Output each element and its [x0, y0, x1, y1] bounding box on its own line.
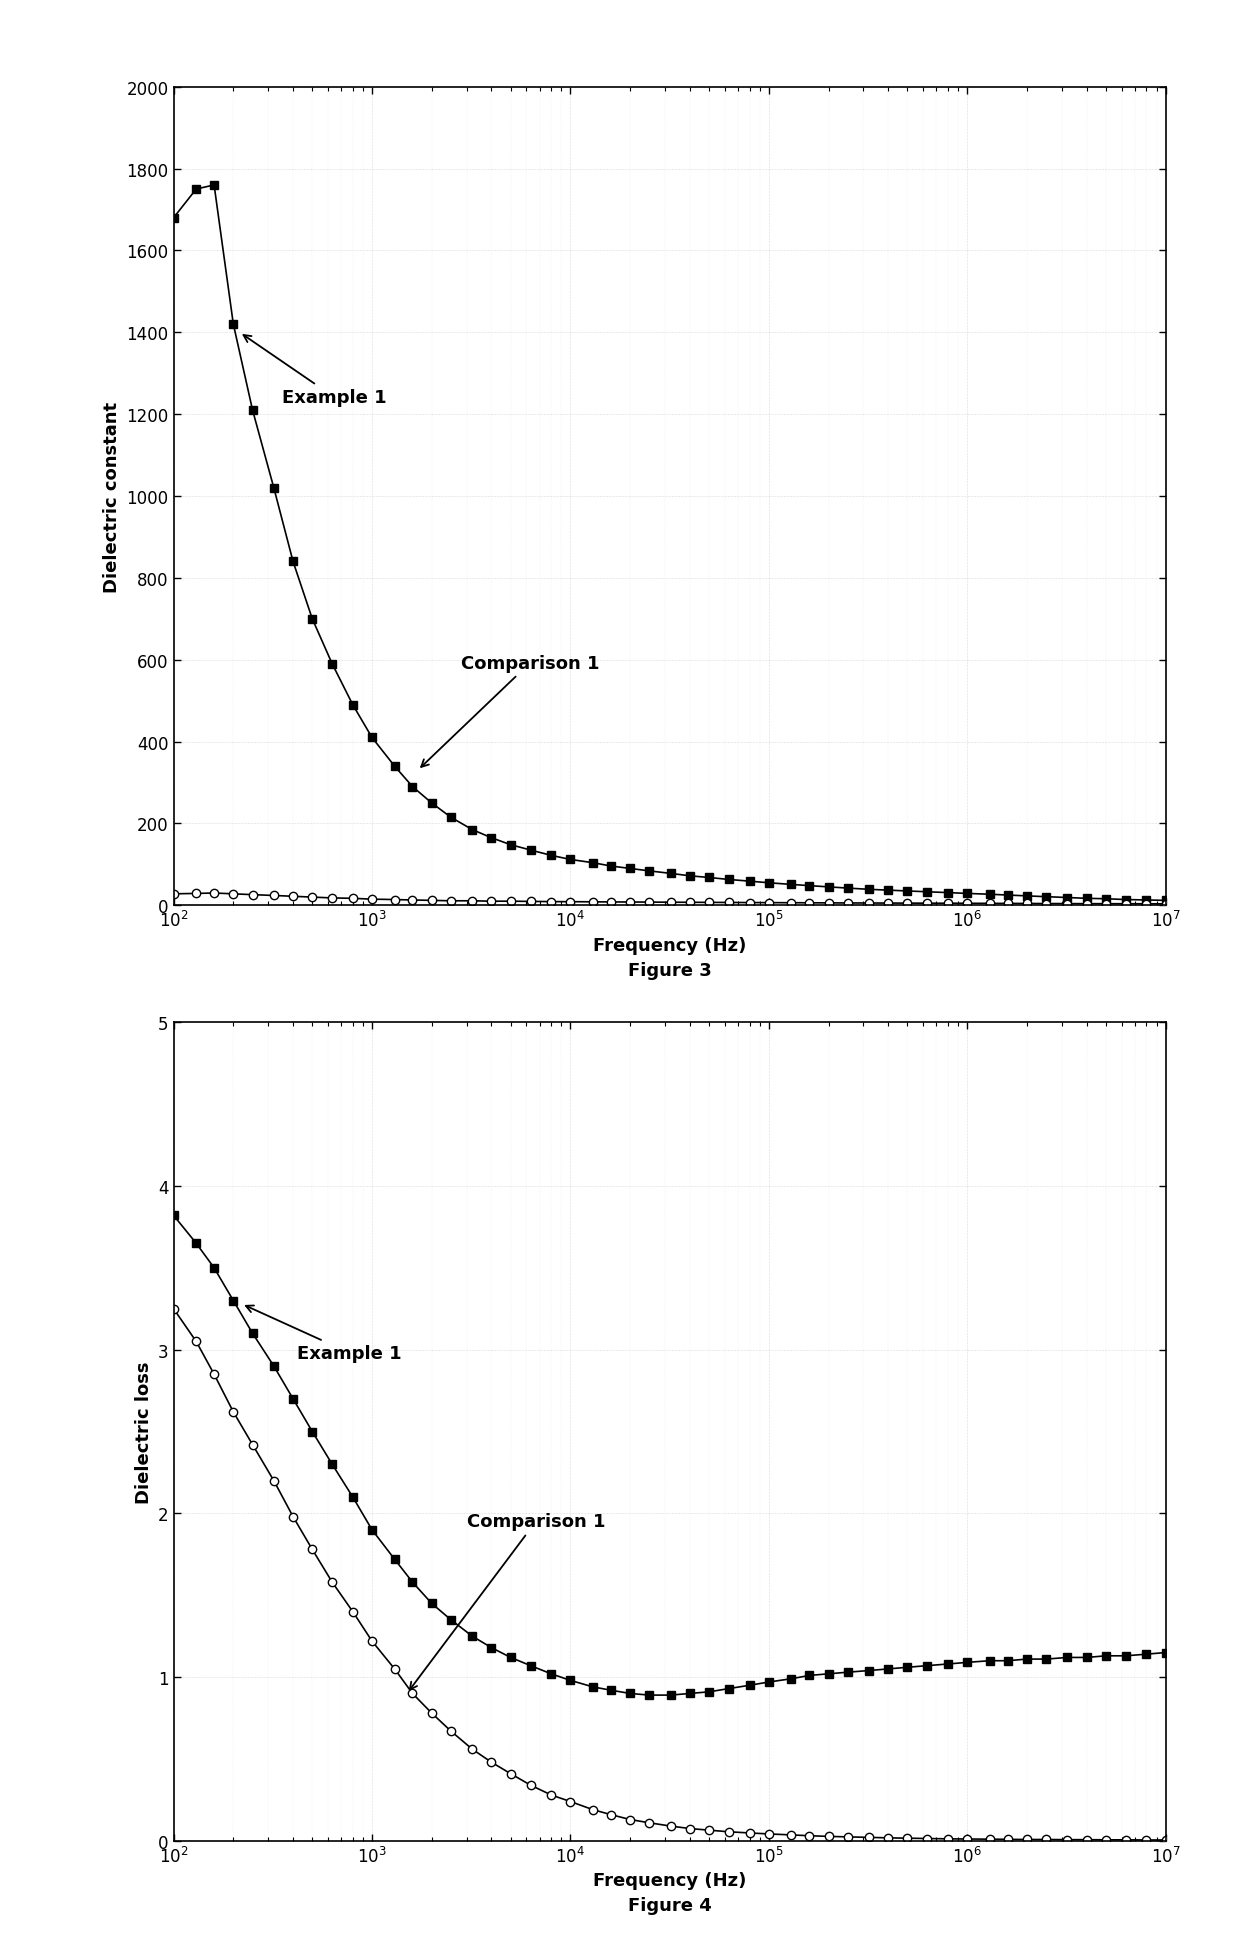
Y-axis label: Dielectric loss: Dielectric loss — [135, 1360, 153, 1504]
Text: Comparison 1: Comparison 1 — [422, 655, 599, 768]
Text: Figure 4: Figure 4 — [627, 1895, 712, 1915]
Text: Comparison 1: Comparison 1 — [409, 1514, 605, 1689]
Text: Figure 3: Figure 3 — [627, 960, 712, 980]
Text: Example 1: Example 1 — [243, 335, 386, 407]
X-axis label: Frequency (Hz): Frequency (Hz) — [593, 1872, 746, 1890]
Text: Example 1: Example 1 — [246, 1305, 402, 1362]
Y-axis label: Dielectric constant: Dielectric constant — [103, 401, 122, 592]
X-axis label: Frequency (Hz): Frequency (Hz) — [593, 937, 746, 955]
